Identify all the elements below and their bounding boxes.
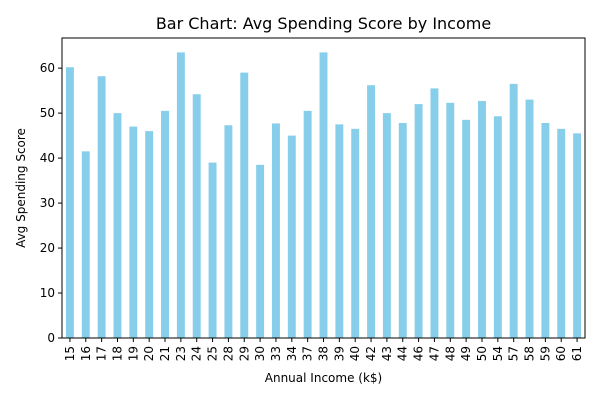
x-tick-label: 43 [380,346,394,361]
x-axis: 15 16 17 18 19 20 21 23 24 25 28 29 30 33 34 37 38 39 40 42… [63,338,584,361]
bar-60 [557,128,566,338]
bar-24 [192,94,201,338]
x-tick-label: 16 [79,346,93,361]
bar-30 [256,164,265,338]
x-tick-label: 33 [269,346,283,361]
bar-57 [509,83,518,338]
x-tick-label: 25 [206,346,220,361]
bar-59 [541,123,550,338]
bar-33 [271,123,280,338]
bar-25 [208,162,217,338]
bar-15 [65,67,74,338]
chart-title: Bar Chart: Avg Spending Score by Income [156,14,491,33]
x-tick-label: 30 [253,346,267,361]
y-axis-title: Avg Spending Score [14,128,28,248]
bar-20 [145,131,154,338]
bar-44 [398,123,407,338]
x-tick-label: 60 [554,346,568,361]
y-tick-label: 60 [40,61,55,75]
x-tick-label: 49 [459,346,473,361]
x-tick-label: 15 [63,346,77,361]
plot-area [65,52,582,339]
x-tick-label: 28 [221,346,235,361]
x-tick-label: 50 [475,346,489,361]
bar-58 [525,99,534,338]
bar-34 [287,135,296,338]
x-tick-label: 57 [507,346,521,361]
bar-48 [446,102,455,339]
bar-21 [161,110,169,338]
bar-50 [478,100,486,339]
x-tick-label: 48 [443,346,457,361]
x-tick-label: 44 [396,346,410,361]
bar-23 [176,52,185,339]
x-tick-label: 19 [126,346,140,361]
bar-17 [97,76,106,338]
x-tick-label: 29 [237,346,251,361]
bar-16 [81,151,90,338]
x-tick-label: 46 [412,346,426,361]
x-tick-label: 34 [285,346,299,361]
x-tick-label: 24 [190,346,204,361]
x-axis-title: Annual Income (k$) [265,371,382,385]
bar-47 [430,88,439,338]
x-tick-label: 37 [301,346,315,361]
y-axis: 0 10 20 30 40 50 60 [40,61,62,345]
x-tick-label: 23 [174,346,188,361]
bar-46 [414,104,423,338]
x-tick-label: 39 [332,346,346,361]
x-tick-label: 18 [110,346,124,361]
x-tick-label: 61 [570,346,584,361]
x-tick-label: 58 [523,346,537,361]
x-tick-label: 20 [142,346,156,361]
y-tick-label: 10 [40,286,55,300]
y-tick-label: 50 [40,106,55,120]
x-tick-label: 38 [317,346,331,361]
bar-61 [573,133,582,338]
bar-19 [129,126,138,338]
bar-18 [113,113,122,338]
y-tick-label: 40 [40,151,55,165]
x-tick-label: 47 [427,346,441,361]
y-tick-label: 20 [40,241,55,255]
x-tick-label: 21 [158,346,172,361]
x-tick-label: 59 [538,346,552,361]
bar-29 [240,72,249,338]
bar-40 [351,128,360,338]
bar-37 [303,110,312,338]
bar-28 [224,125,233,338]
x-tick-label: 17 [95,346,109,361]
bar-42 [367,85,376,339]
bar-49 [462,119,471,338]
x-tick-label: 40 [348,346,362,361]
plot-frame [61,37,586,339]
x-tick-label: 42 [364,346,378,361]
bar-39 [335,124,344,339]
y-tick-label: 30 [40,196,55,210]
bar-38 [319,52,328,339]
x-tick-label: 54 [491,346,505,361]
bar-43 [382,113,391,338]
y-tick-label: 0 [47,331,55,345]
bar-54 [493,116,502,339]
